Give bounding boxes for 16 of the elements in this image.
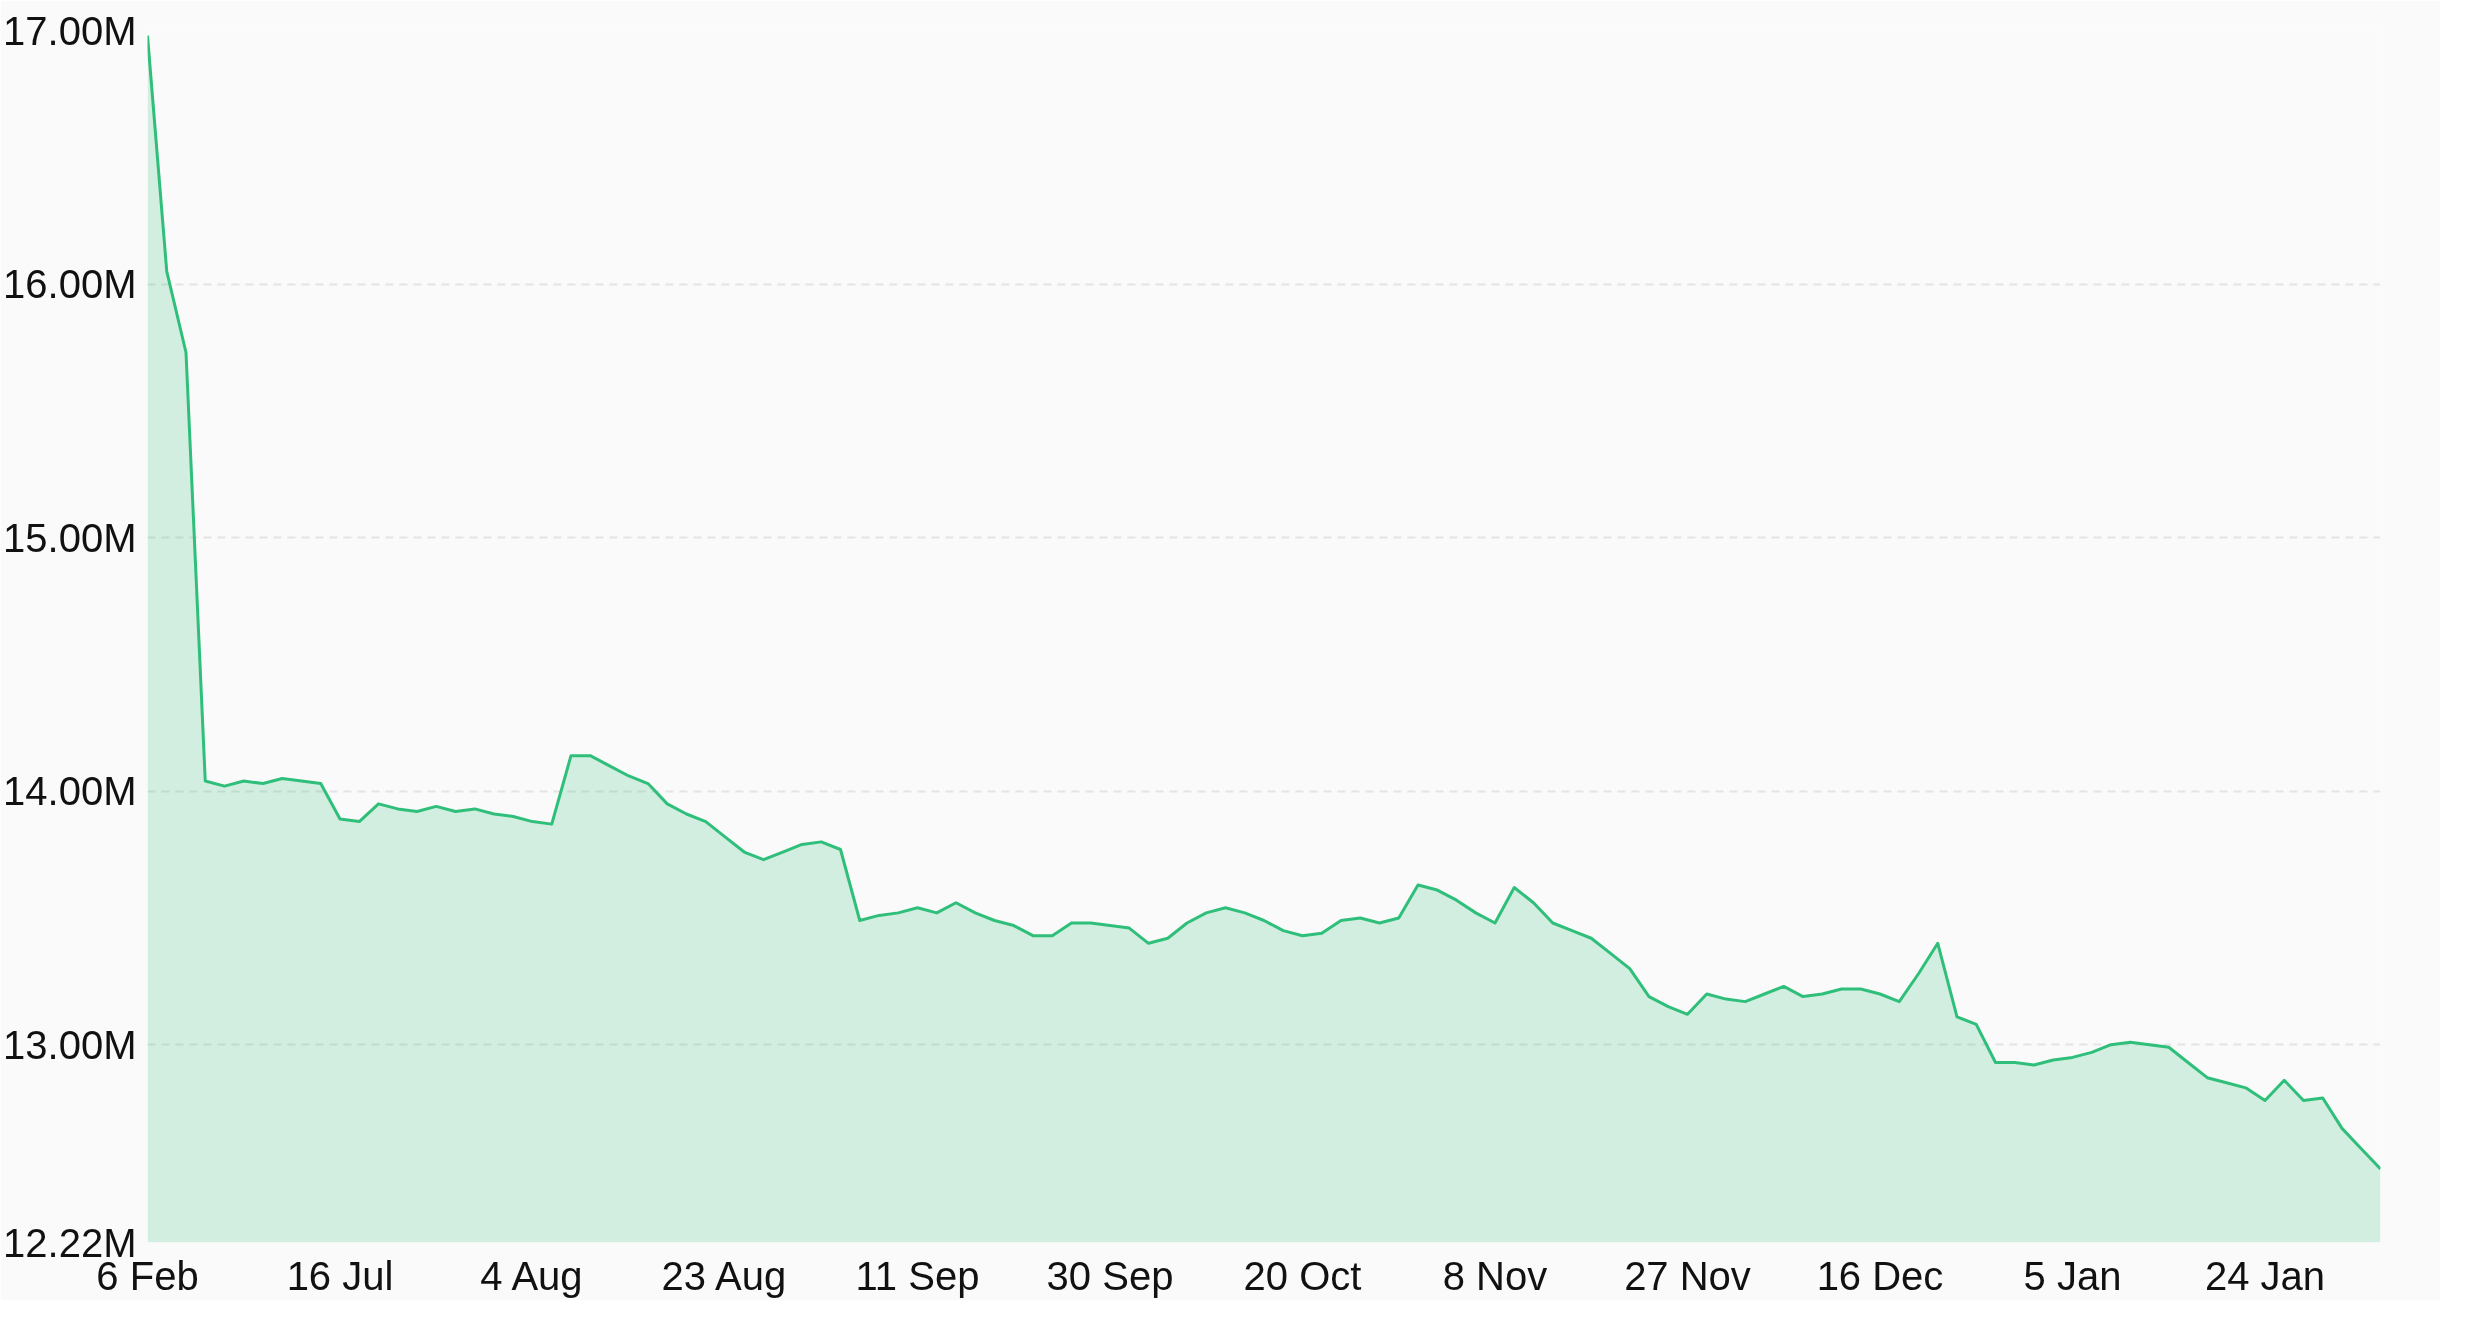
y-tick-label: 14.00M — [3, 769, 137, 814]
x-tick-label: 5 Jan — [2023, 1253, 2122, 1298]
y-tick-label: 13.00M — [3, 1022, 137, 1067]
x-tick-label: 8 Nov — [1442, 1253, 1548, 1298]
x-tick-label: 4 Aug — [480, 1253, 583, 1298]
x-tick-label: 16 Jul — [286, 1253, 394, 1298]
x-tick-label: 23 Aug — [661, 1253, 787, 1298]
y-tick-label: 17.00M — [3, 8, 137, 53]
x-tick-label: 27 Nov — [1624, 1253, 1751, 1298]
y-tick-label: 15.00M — [3, 515, 137, 560]
x-tick-label: 30 Sep — [1046, 1253, 1174, 1298]
x-tick-label: 24 Jan — [2204, 1253, 2326, 1298]
x-tick-label: 16 Dec — [1816, 1253, 1944, 1298]
y-tick-label: 16.00M — [3, 262, 137, 307]
x-tick-label: 20 Oct — [1243, 1253, 1362, 1298]
x-tick-label: 11 Sep — [855, 1253, 980, 1298]
